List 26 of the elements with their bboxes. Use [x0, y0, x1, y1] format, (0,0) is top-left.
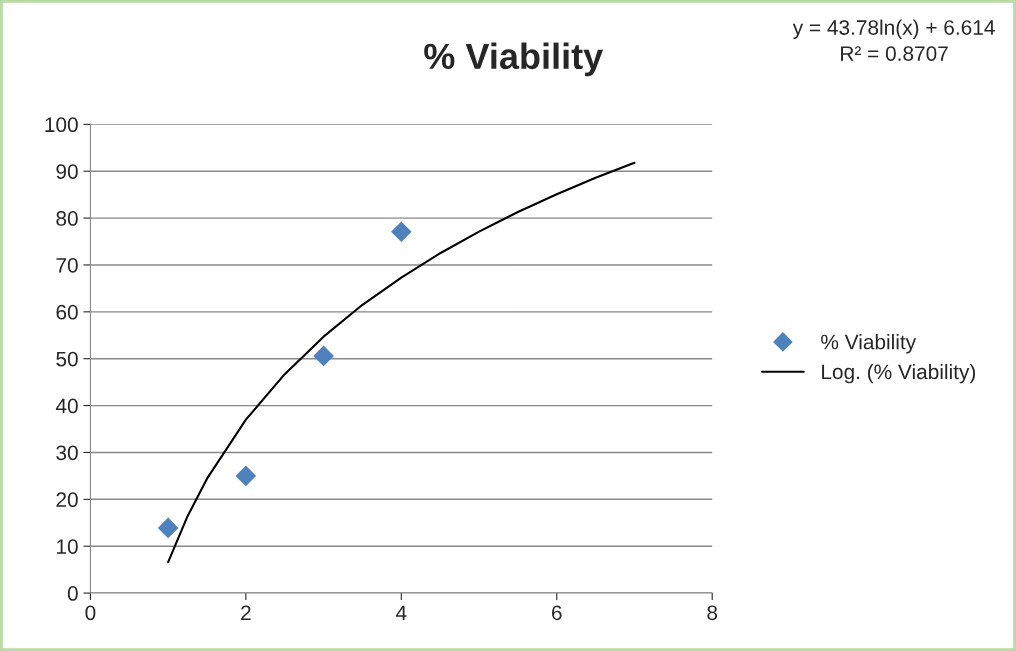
point — [157, 517, 179, 539]
chart-title: % Viability — [424, 42, 604, 77]
y-tick-label: 80 — [56, 211, 78, 226]
y-tick-label: 70 — [56, 257, 78, 273]
legend-label: Log. (% Viability) — [822, 363, 976, 384]
y-tick-label: 30 — [56, 445, 78, 461]
y-tick-label: 90 — [56, 164, 78, 179]
x-tick-label: 0 — [85, 605, 96, 621]
point — [313, 345, 334, 367]
x-tick-label: 2 — [241, 605, 251, 620]
text: R² = 0.8707 — [841, 46, 948, 61]
y-tick-label: 10 — [57, 539, 78, 554]
y-tick-label: 40 — [55, 398, 78, 414]
y-tick-label: 0 — [67, 586, 78, 601]
point — [235, 465, 257, 487]
y-tick-label: 60 — [56, 304, 78, 320]
y-tick-label: 20 — [56, 492, 78, 508]
legend-label: % Viability — [821, 334, 917, 354]
y-tick-label: 100 — [45, 117, 78, 133]
x-tick-label: 8 — [707, 605, 718, 621]
text: y = 43.78ln(x) + 6.614 — [792, 19, 995, 40]
y-tick-label: 50 — [56, 351, 78, 367]
line-series — [167, 161, 636, 564]
x-tick-label: 6 — [552, 605, 562, 621]
point — [391, 221, 412, 242]
x-tick-label: 4 — [396, 605, 407, 620]
